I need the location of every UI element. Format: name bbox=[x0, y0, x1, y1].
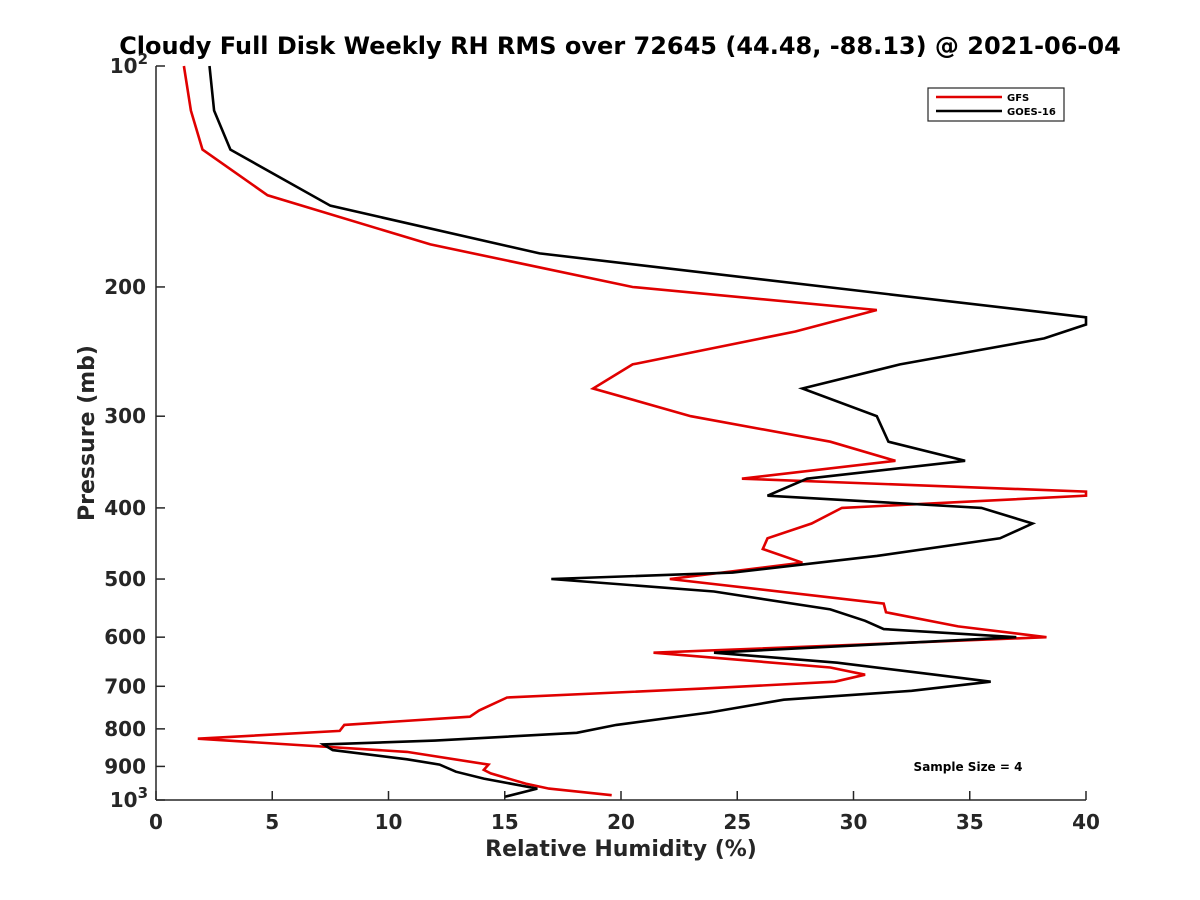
x-ticks: 0 5 10 15 20 25 30 35 40 bbox=[149, 791, 1100, 834]
series-layer bbox=[182, 65, 1088, 799]
y-axis-label: Pressure (mb) bbox=[75, 345, 100, 521]
chart-title: Cloudy Full Disk Weekly RH RMS over 7264… bbox=[119, 32, 1121, 60]
legend: GFS GOES-16 bbox=[927, 87, 1065, 122]
sample-size-annotation: Sample Size = 4 bbox=[914, 760, 1023, 774]
y-tick-label-3: 400 bbox=[104, 496, 146, 520]
y-tick-label-9: 103 bbox=[110, 784, 148, 812]
series-line-gfs bbox=[182, 65, 1088, 797]
y-tick-label-1: 200 bbox=[104, 275, 146, 299]
y-tick-label-7: 800 bbox=[104, 717, 146, 741]
y-tick-label-0: 102 bbox=[110, 50, 148, 78]
y-tick-label-8: 900 bbox=[104, 754, 146, 778]
plot-area: 0 5 10 15 20 25 30 35 40 102 200 300 400 500 600 700 80… bbox=[104, 50, 1100, 834]
y-tick-label-2: 300 bbox=[104, 404, 146, 428]
legend-box bbox=[927, 87, 1065, 122]
x-tick-label-8: 40 bbox=[1072, 810, 1100, 834]
x-axis-label: Relative Humidity (%) bbox=[485, 837, 757, 862]
x-tick-label-3: 15 bbox=[491, 810, 519, 834]
series-line-goes-16 bbox=[208, 65, 1088, 799]
x-tick-label-1: 5 bbox=[265, 810, 279, 834]
x-tick-label-6: 30 bbox=[840, 810, 868, 834]
legend-label-goes16: GOES-16 bbox=[1007, 107, 1056, 118]
x-tick-label-0: 0 bbox=[149, 810, 163, 834]
x-tick-label-2: 10 bbox=[375, 810, 403, 834]
y-tick-label-4: 500 bbox=[104, 567, 146, 591]
x-tick-label-5: 25 bbox=[723, 810, 751, 834]
x-tick-label-7: 35 bbox=[956, 810, 984, 834]
y-ticks: 102 200 300 400 500 600 700 800 900 103 bbox=[104, 50, 165, 812]
plot-background bbox=[156, 66, 1086, 800]
legend-label-gfs: GFS bbox=[1007, 93, 1029, 104]
y-tick-label-6: 700 bbox=[104, 674, 146, 698]
x-tick-label-4: 20 bbox=[607, 810, 635, 834]
y-tick-label-5: 600 bbox=[104, 625, 146, 649]
